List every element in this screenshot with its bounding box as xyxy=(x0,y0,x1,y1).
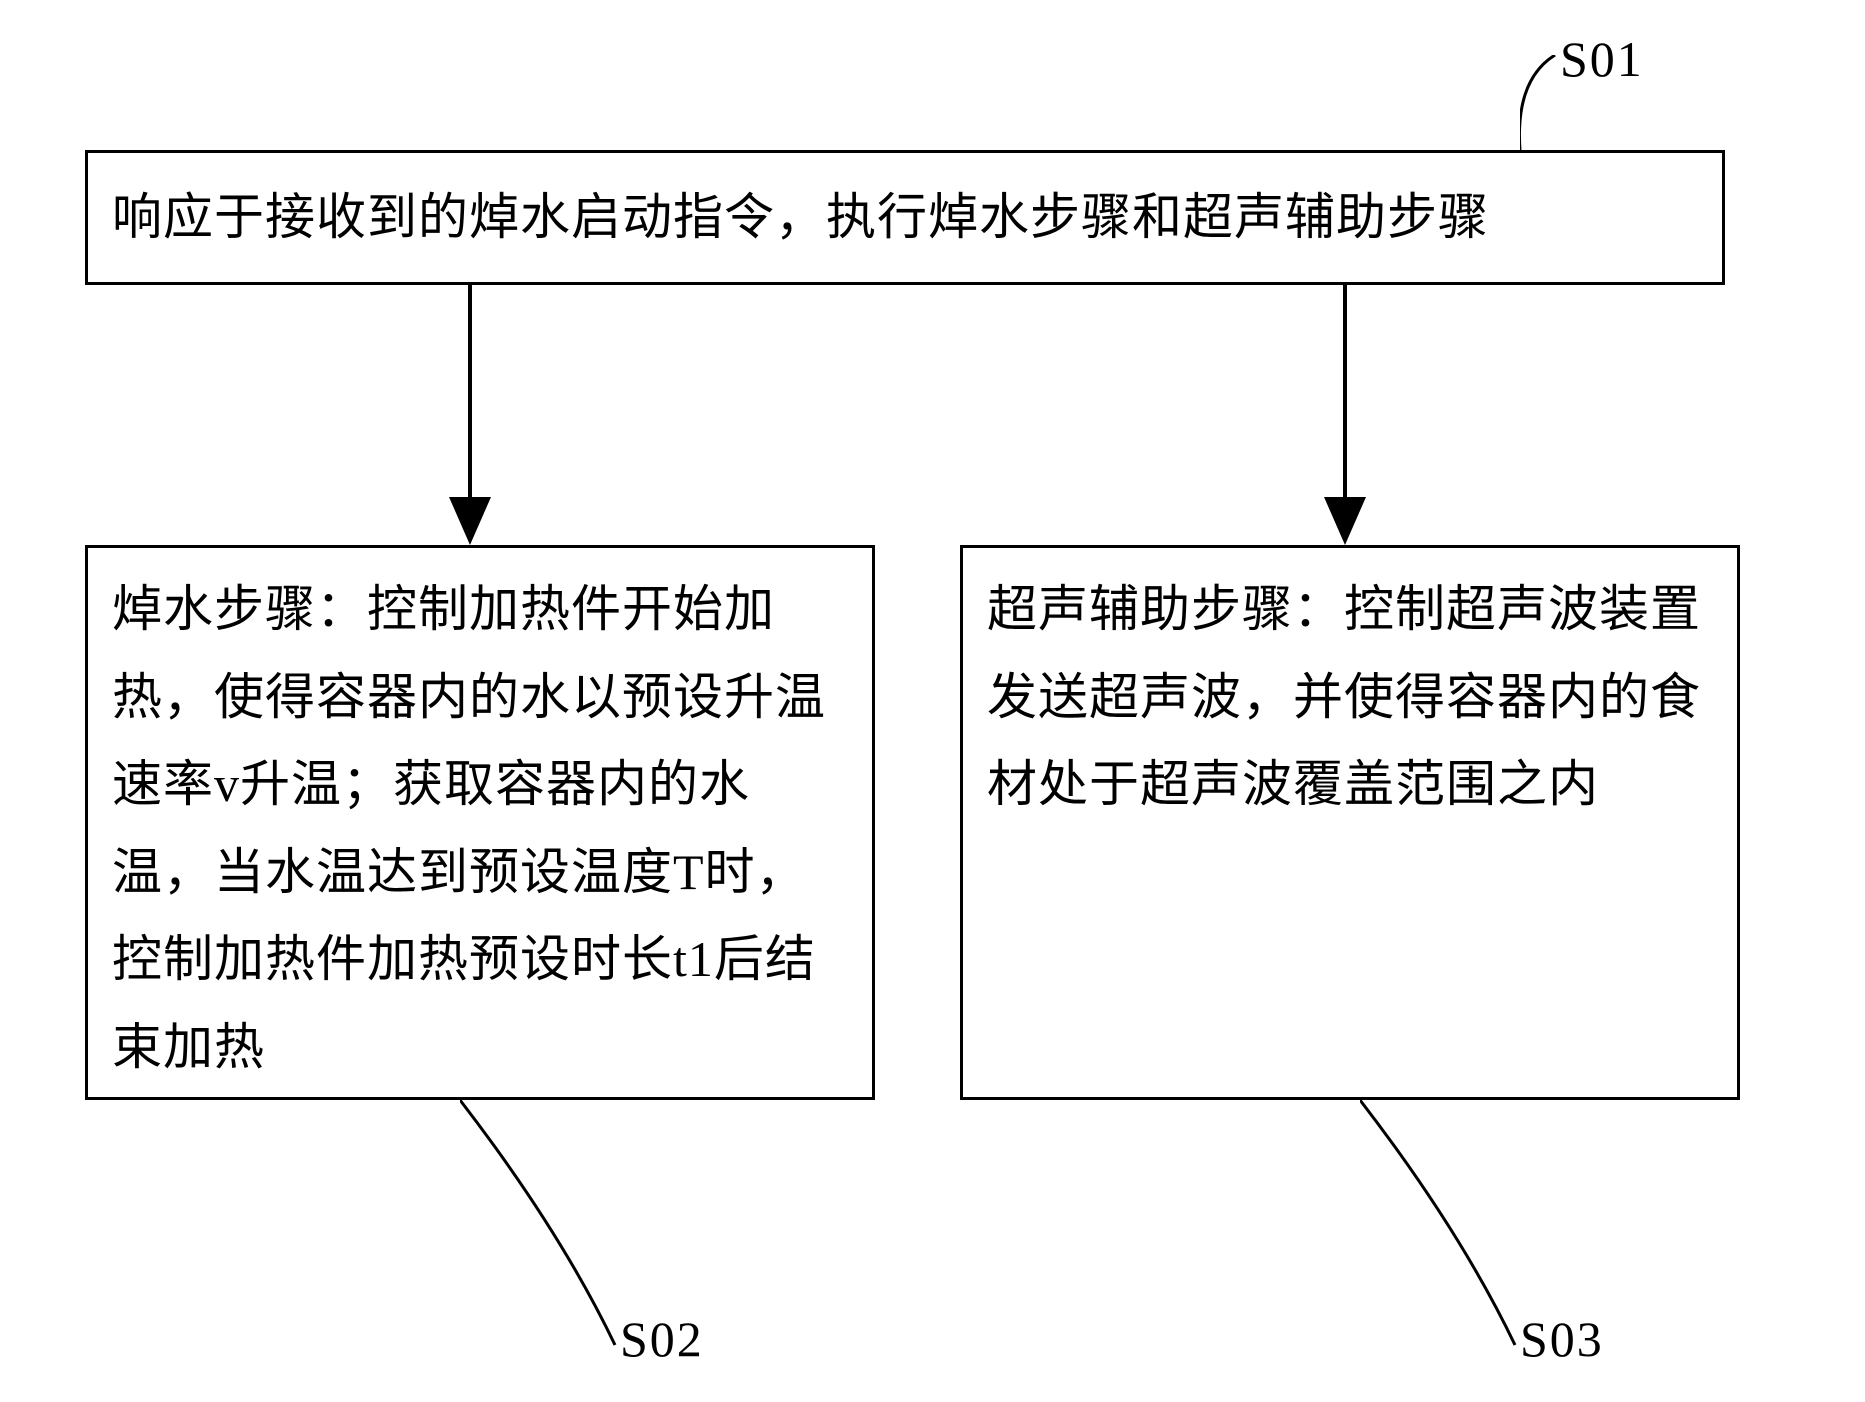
flowchart-node-top: 响应于接收到的焯水启动指令，执行焯水步骤和超声辅助步骤 xyxy=(85,150,1725,285)
arrow-line-left xyxy=(468,285,472,500)
label-s03: S03 xyxy=(1520,1310,1604,1368)
flowchart-container: S01 响应于接收到的焯水启动指令，执行焯水步骤和超声辅助步骤 焯水步骤：控制加… xyxy=(0,0,1865,1402)
flowchart-node-right: 超声辅助步骤：控制超声波装置发送超声波，并使得容器内的食材处于超声波覆盖范围之内 xyxy=(960,545,1740,1100)
connector-curve-s01 xyxy=(1520,55,1620,155)
flowchart-node-left: 焯水步骤：控制加热件开始加热，使得容器内的水以预设升温速率v升温；获取容器内的水… xyxy=(85,545,875,1100)
node-left-text: 焯水步骤：控制加热件开始加热，使得容器内的水以预设升温速率v升温；获取容器内的水… xyxy=(112,566,848,1091)
label-s02: S02 xyxy=(620,1310,704,1368)
arrow-head-left xyxy=(449,497,491,545)
node-top-text: 响应于接收到的焯水启动指令，执行焯水步骤和超声辅助步骤 xyxy=(112,174,1489,262)
arrow-line-right xyxy=(1343,285,1347,500)
node-right-text: 超声辅助步骤：控制超声波装置发送超声波，并使得容器内的食材处于超声波覆盖范围之内 xyxy=(987,566,1713,829)
arrow-head-right xyxy=(1324,497,1366,545)
